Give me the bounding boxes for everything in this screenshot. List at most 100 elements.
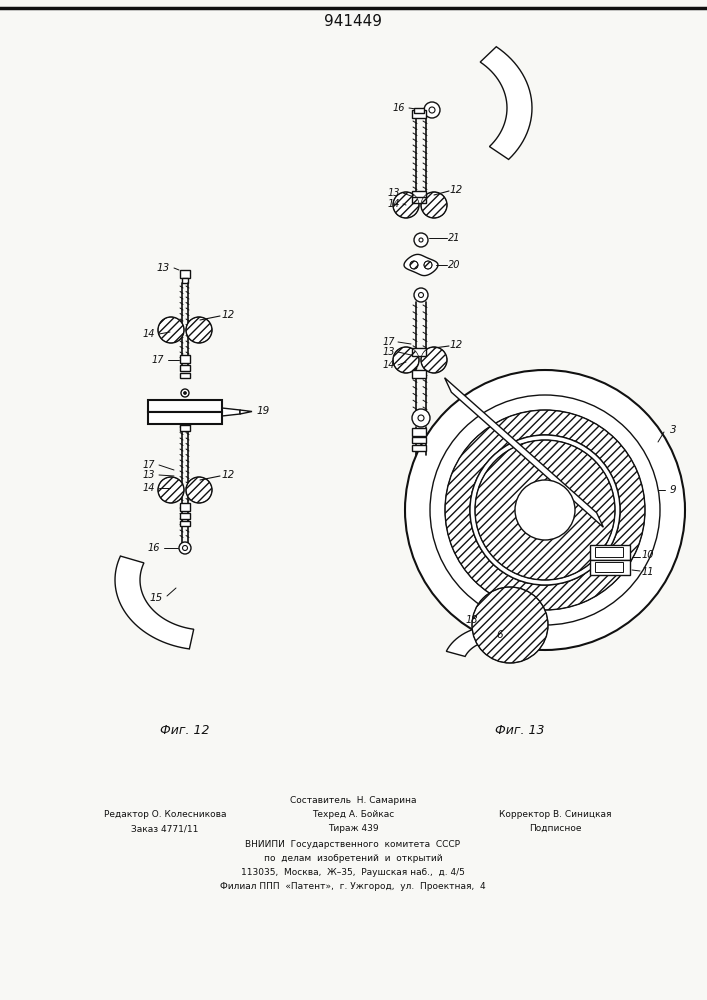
Circle shape: [213, 401, 221, 409]
Circle shape: [419, 292, 423, 298]
Text: 18: 18: [465, 615, 478, 625]
Circle shape: [424, 102, 440, 118]
Bar: [595, 562, 623, 572]
Text: 12: 12: [450, 340, 463, 350]
Circle shape: [421, 192, 447, 218]
Bar: [412, 195, 426, 203]
Bar: [180, 503, 190, 511]
Text: 16: 16: [392, 103, 405, 113]
Polygon shape: [240, 410, 252, 414]
Circle shape: [475, 440, 615, 580]
Bar: [180, 513, 190, 519]
Circle shape: [515, 480, 575, 540]
Circle shape: [215, 416, 219, 420]
Bar: [180, 270, 190, 278]
Text: 12: 12: [222, 470, 235, 480]
Circle shape: [470, 435, 620, 585]
Circle shape: [149, 401, 157, 409]
Circle shape: [158, 317, 184, 343]
Text: 10: 10: [642, 550, 655, 560]
Circle shape: [418, 415, 424, 421]
Text: 13: 13: [382, 347, 395, 357]
Circle shape: [472, 587, 548, 663]
Circle shape: [151, 403, 155, 407]
Text: ВНИИПИ  Государственного  комитета  СССР: ВНИИПИ Государственного комитета СССР: [245, 840, 460, 849]
Circle shape: [184, 391, 187, 394]
Text: Тираж 439: Тираж 439: [327, 824, 378, 833]
Text: 13: 13: [157, 263, 170, 273]
Polygon shape: [445, 378, 603, 527]
Text: 13: 13: [143, 470, 155, 480]
Circle shape: [405, 370, 685, 650]
Circle shape: [186, 317, 212, 343]
Circle shape: [179, 542, 191, 554]
Text: 20: 20: [448, 260, 460, 270]
Bar: [148, 412, 222, 424]
Text: Заказ 4771/11: Заказ 4771/11: [132, 824, 199, 833]
Text: Фиг. 12: Фиг. 12: [160, 724, 210, 736]
Circle shape: [149, 414, 157, 422]
Circle shape: [393, 347, 419, 373]
Polygon shape: [480, 47, 532, 159]
Circle shape: [414, 288, 428, 302]
Circle shape: [151, 416, 155, 420]
Bar: [414, 108, 424, 113]
Text: Редактор О. Колесникова: Редактор О. Колесникова: [104, 810, 226, 819]
Bar: [180, 365, 190, 371]
Bar: [412, 191, 426, 197]
Text: 21: 21: [448, 233, 460, 243]
Text: по  делам  изобретений  и  открытий: по делам изобретений и открытий: [264, 854, 443, 863]
Bar: [180, 420, 190, 425]
Text: Корректор В. Синицкая: Корректор В. Синицкая: [498, 810, 612, 819]
Text: 12: 12: [450, 185, 463, 195]
Bar: [412, 370, 426, 378]
Bar: [412, 437, 426, 443]
Text: 16: 16: [148, 543, 160, 553]
Polygon shape: [115, 556, 194, 649]
Circle shape: [158, 477, 184, 503]
Bar: [412, 428, 426, 436]
Bar: [590, 545, 630, 560]
Circle shape: [421, 347, 447, 373]
Polygon shape: [222, 408, 240, 416]
Circle shape: [424, 261, 432, 269]
Circle shape: [430, 395, 660, 625]
Circle shape: [412, 409, 430, 427]
Bar: [412, 445, 426, 451]
Text: 941449: 941449: [324, 14, 382, 29]
Circle shape: [410, 261, 418, 269]
Text: 113035,  Москва,  Ж–35,  Раушская наб.,  д. 4/5: 113035, Москва, Ж–35, Раушская наб., д. …: [241, 868, 465, 877]
Bar: [412, 110, 426, 118]
Text: Подписное: Подписное: [529, 824, 581, 833]
Bar: [181, 403, 189, 421]
Text: 14: 14: [387, 199, 400, 209]
Text: Техред А. Бойкас: Техред А. Бойкас: [312, 810, 394, 819]
Polygon shape: [446, 625, 540, 656]
Text: 9: 9: [670, 485, 677, 495]
Circle shape: [429, 107, 435, 113]
Text: 14: 14: [143, 329, 155, 339]
Circle shape: [414, 233, 428, 247]
Text: Составитель  Н. Самарина: Составитель Н. Самарина: [290, 796, 416, 805]
Text: 17: 17: [151, 355, 164, 365]
Text: Филиал ППП  «Патент»,  г. Ужгород,  ул.  Проектная,  4: Филиал ППП «Патент», г. Ужгород, ул. Про…: [220, 882, 486, 891]
Bar: [182, 278, 188, 283]
Text: 13: 13: [387, 188, 400, 198]
Bar: [590, 560, 630, 575]
Text: 11: 11: [642, 567, 655, 577]
Text: 14: 14: [143, 483, 155, 493]
Text: Фиг. 13: Фиг. 13: [495, 724, 545, 736]
Circle shape: [181, 389, 189, 397]
Bar: [180, 425, 190, 431]
Bar: [180, 355, 190, 363]
Text: 7: 7: [560, 505, 566, 515]
Circle shape: [213, 414, 221, 422]
Bar: [412, 348, 426, 356]
Circle shape: [393, 192, 419, 218]
Text: 17: 17: [143, 460, 155, 470]
Text: 14: 14: [382, 360, 395, 370]
Bar: [180, 521, 190, 526]
Text: 15: 15: [150, 593, 163, 603]
Polygon shape: [404, 254, 438, 276]
Text: 12: 12: [222, 310, 235, 320]
